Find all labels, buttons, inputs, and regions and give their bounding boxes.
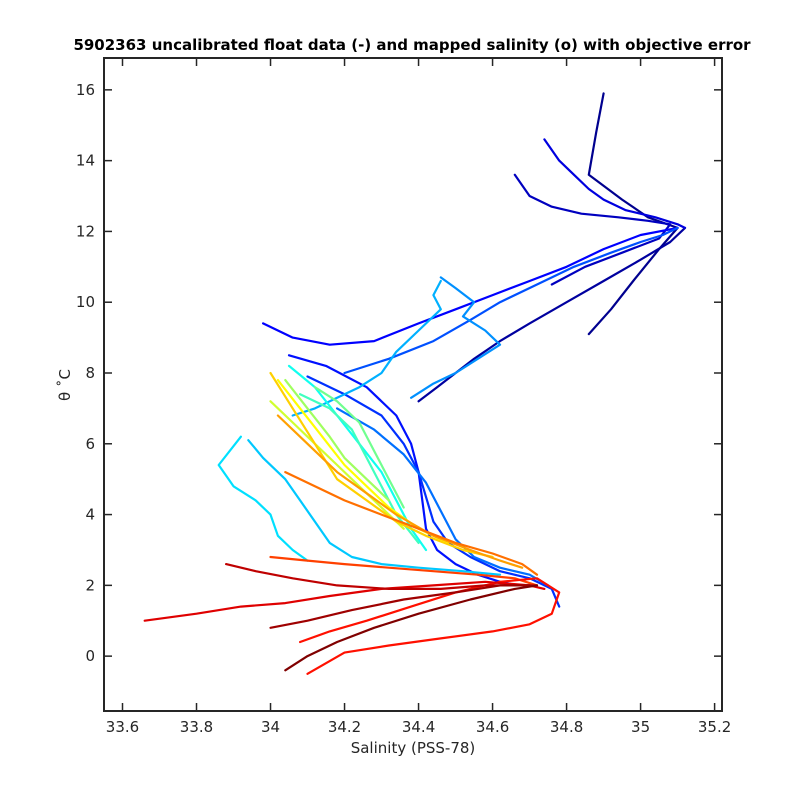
profile-line-18 [269,400,405,530]
y-tick-label: 14 [76,152,95,170]
profile-line-27 [269,584,531,629]
y-tick-label: 4 [85,506,95,524]
x-tick-label: 35 [631,718,650,736]
y-tick-label: 10 [76,293,95,311]
profile-line-16 [313,386,405,509]
x-axis-label: Salinity (PSS-78) [351,739,476,757]
chart-title: 5902363 uncalibrated float data (-) and … [73,36,751,54]
profile-line-8 [343,226,679,375]
plot-area-frame [103,57,723,712]
y-tick-label: 2 [85,576,95,594]
y-axis: 0 2 4 6 8 10 12 14 16 [76,81,722,665]
y-axis-label: θ ˚C [56,369,74,401]
profile-line-2 [417,226,687,403]
profile-line-6 [287,354,531,587]
profile-line-11 [291,279,442,417]
y-tick-label: 0 [85,647,95,665]
profile-line-24 [299,577,561,675]
x-tick-label: 34.2 [328,718,361,736]
profile-line-13 [217,435,309,562]
profile-line-1 [587,92,679,336]
x-tick-label: 34.6 [476,718,509,736]
profile-line-25 [143,580,546,622]
y-tick-label: 8 [85,364,95,382]
x-tick-label: 35.2 [698,718,731,736]
profile-line-10 [410,276,502,399]
profile-lines [143,92,687,675]
x-tick-label: 33.8 [180,718,213,736]
x-tick-label: 34.8 [550,718,583,736]
profile-line-22 [284,471,539,576]
x-tick-label: 34 [261,718,280,736]
profile-line-15 [299,393,420,545]
profile-line-17 [284,379,390,502]
profile-line-9 [336,407,550,587]
x-axis: 33.6 33.8 34 34.2 34.4 34.6 34.8 35 35.2 [106,58,731,736]
profile-line-23 [269,555,539,587]
y-tick-label: 16 [76,81,95,99]
profile-line-20 [269,371,494,559]
profile-line-3 [513,173,672,286]
profile-line-5 [262,226,679,346]
profile-line-4 [543,138,687,229]
x-tick-label: 34.4 [402,718,435,736]
profile-line-12 [247,439,502,576]
profile-line-21 [276,414,524,569]
y-tick-label: 12 [76,222,95,240]
y-tick-label: 6 [85,435,95,453]
x-tick-label: 33.6 [106,718,139,736]
profile-line-28 [284,584,539,672]
